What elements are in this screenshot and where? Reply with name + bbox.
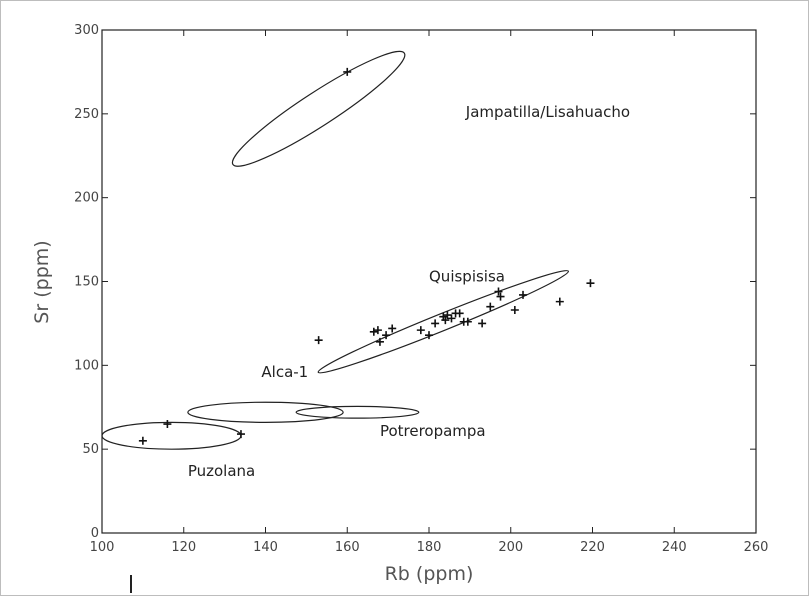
group-ellipse	[317, 270, 570, 374]
data-point	[388, 324, 397, 333]
data-point	[375, 337, 384, 346]
y-axis-title: Sr (ppm)	[31, 240, 53, 323]
group-label: Potreropampa	[380, 422, 486, 440]
x-tick-label: 140	[253, 540, 278, 555]
group-label: Alca-1	[261, 363, 308, 381]
data-point	[314, 336, 323, 345]
x-axis-title: Rb (ppm)	[385, 563, 474, 585]
x-tick-label: 260	[744, 540, 769, 555]
data-point	[486, 302, 495, 311]
data-points	[138, 67, 595, 445]
tick-labels: 100 120 140 160 180 200 220 240 260 0 50 100 150 200 2…	[74, 23, 768, 555]
group-ellipse	[231, 50, 406, 167]
group-label: Puzolana	[188, 462, 255, 480]
y-tick-label: 100	[74, 358, 99, 373]
group-ellipse	[295, 405, 420, 419]
data-point	[343, 67, 352, 76]
y-tick-label: 0	[91, 526, 99, 541]
y-tick-label: 50	[82, 442, 99, 457]
x-tick-label: 100	[90, 540, 115, 555]
data-point	[416, 326, 425, 335]
x-tick-label: 200	[498, 540, 523, 555]
data-point	[163, 420, 172, 429]
data-point	[519, 290, 528, 299]
group-label: Quispisisa	[429, 268, 505, 286]
data-point	[236, 430, 245, 439]
y-tick-label: 300	[74, 23, 99, 38]
x-tick-label: 240	[662, 540, 687, 555]
x-tick-label: 160	[335, 540, 360, 555]
data-point	[447, 314, 456, 323]
group-label: Jampatilla/Lisahuacho	[465, 103, 630, 121]
y-tick-label: 150	[74, 275, 99, 290]
data-point	[555, 297, 564, 306]
data-point	[496, 292, 505, 301]
data-point	[369, 327, 378, 336]
data-point	[478, 319, 487, 328]
x-tick-label: 220	[580, 540, 605, 555]
group-ellipse	[187, 401, 344, 423]
data-point	[441, 316, 450, 325]
y-tick-label: 200	[74, 191, 99, 206]
x-tick-label: 120	[171, 540, 196, 555]
data-point	[463, 317, 472, 326]
corner-mark	[130, 575, 132, 593]
data-point	[494, 287, 503, 296]
data-point	[455, 309, 464, 318]
x-tick-label: 180	[417, 540, 442, 555]
plot-area	[101, 29, 757, 534]
data-point	[431, 319, 440, 328]
data-point	[373, 326, 382, 335]
data-point	[382, 331, 391, 340]
y-tick-label: 250	[74, 107, 99, 122]
data-point	[510, 306, 519, 315]
data-point	[443, 311, 452, 320]
data-point	[586, 279, 595, 288]
data-point	[425, 331, 433, 340]
data-point	[138, 436, 147, 445]
group-labels: Jampatilla/Lisahuacho Quispisisa Alca-1 Pot…	[188, 103, 630, 480]
